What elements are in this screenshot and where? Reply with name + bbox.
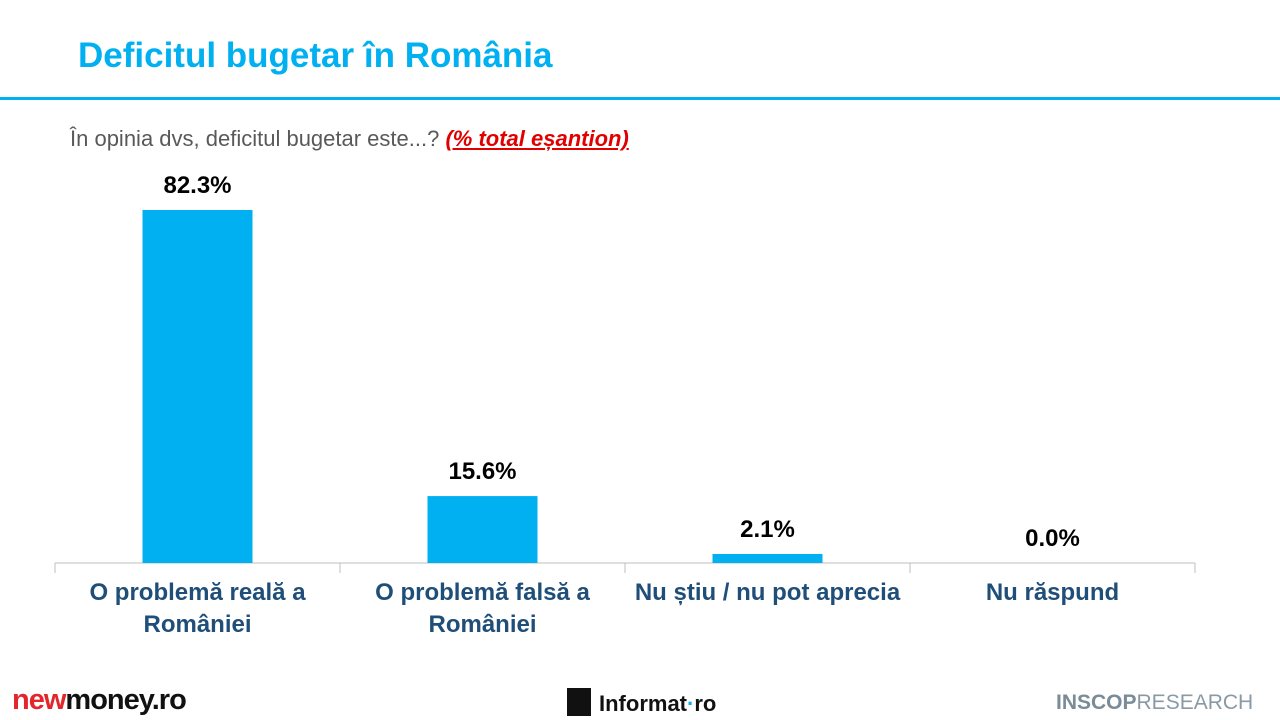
value-label: 82.3% — [163, 172, 232, 199]
bar — [142, 210, 253, 563]
logo-part: INSCOP — [1056, 691, 1137, 714]
bar — [427, 496, 538, 563]
category-label: Nu știu / nu pot aprecia — [634, 579, 901, 606]
informat-logo: Informat·ro — [567, 688, 716, 717]
subtitle: În opinia dvs, deficitul bugetar este...… — [70, 126, 629, 152]
bar — [712, 553, 823, 563]
subtitle-note: (% total eșantion) — [445, 126, 629, 151]
logo-part: Informat — [599, 691, 687, 716]
value-label: 0.0% — [1025, 525, 1080, 552]
newmoney-logo: newmoney.ro — [12, 684, 187, 717]
inscop-logo: INSCOPRESEARCH — [1056, 691, 1253, 715]
value-label: 15.6% — [448, 458, 517, 486]
value-label: 2.1% — [740, 515, 795, 543]
logo-part: ro — [694, 691, 717, 716]
logo-part: new — [12, 684, 66, 716]
logo-part: money.ro — [65, 684, 186, 716]
logo-part: RESEARCH — [1136, 691, 1254, 714]
logo-dot: · — [687, 691, 695, 716]
category-label: O problemă reală a României — [89, 579, 306, 638]
subtitle-text: În opinia dvs, deficitul bugetar este...… — [70, 126, 440, 151]
logo-icon — [567, 688, 591, 716]
category-label: Nu răspund — [985, 579, 1120, 606]
category-label: O problemă falsă a României — [375, 579, 590, 638]
title-rule — [0, 97, 1280, 100]
slide-title: Deficitul bugetar în România — [78, 36, 553, 75]
